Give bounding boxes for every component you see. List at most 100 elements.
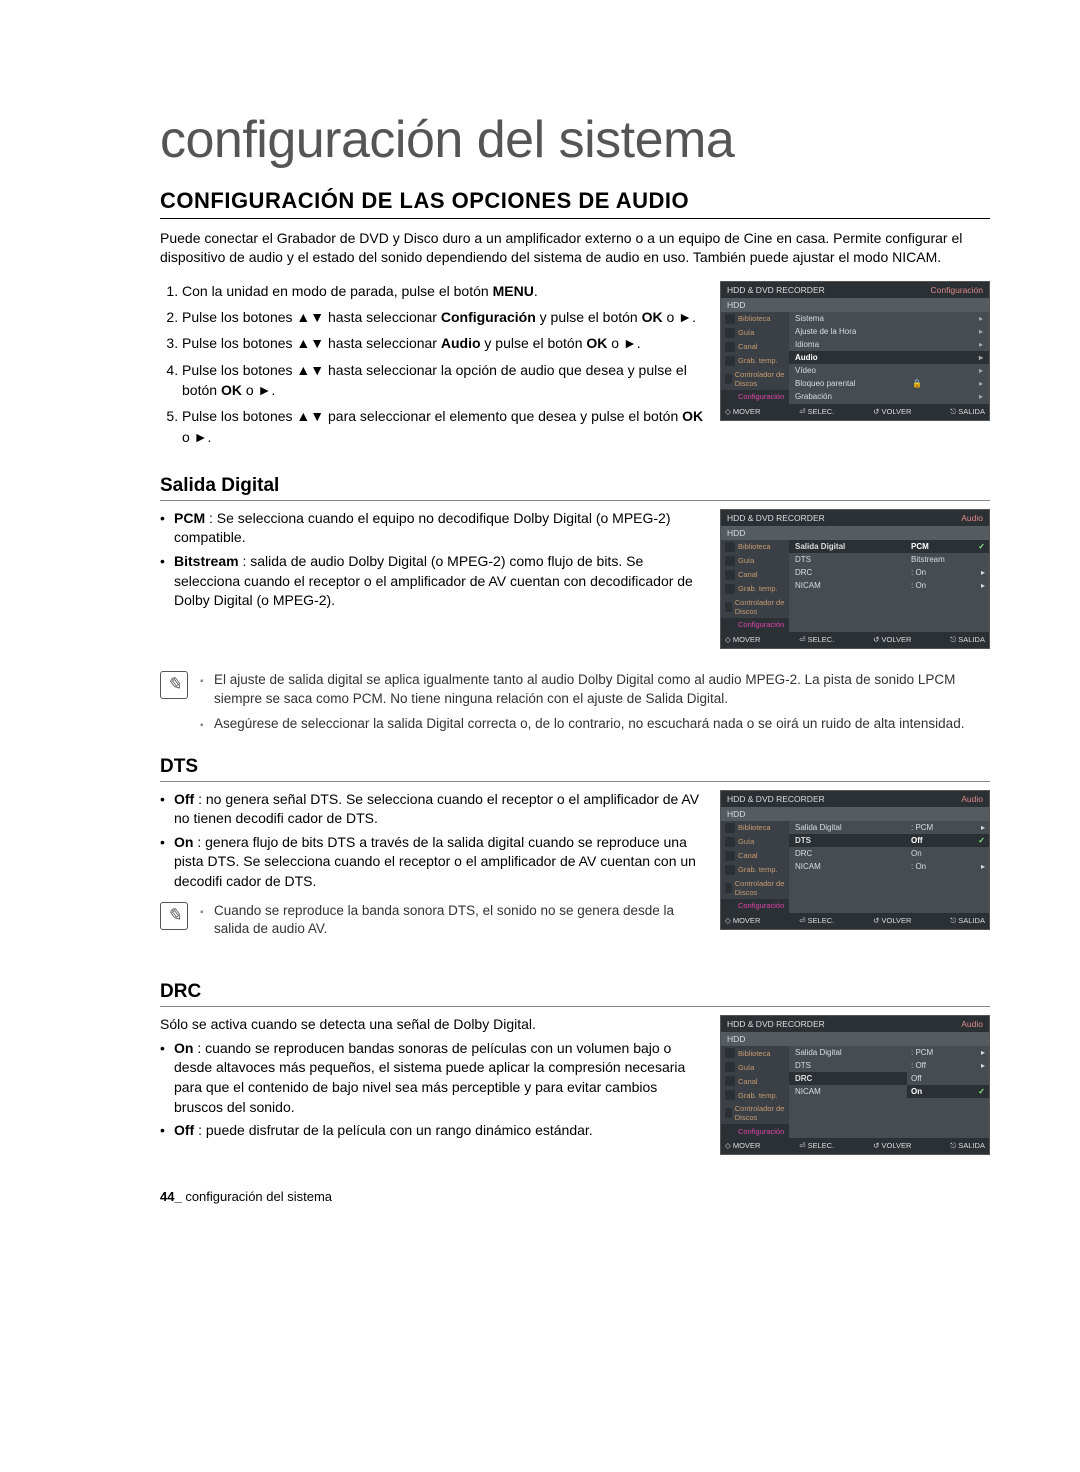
- guide-icon: [725, 328, 735, 338]
- osd-hint-volver: ↺ VOLVER: [873, 916, 911, 926]
- osd-opt-nicam: NICAM : On▸: [789, 860, 989, 873]
- val: : Off: [911, 1061, 926, 1070]
- chevron-right-icon: ▸: [979, 314, 983, 323]
- intro-text: Puede conectar el Grabador de DVD y Disc…: [160, 229, 990, 267]
- osd-menu-grabacion: Grabación ▸: [789, 390, 989, 403]
- bullet-drc-on: On : cuando se reproducen bandas sonoras…: [160, 1039, 704, 1117]
- label: Salida Digital: [789, 821, 907, 834]
- drc-text: Sólo se activa cuando se detecta una señ…: [160, 1015, 704, 1151]
- osd-corner-label: Audio: [961, 513, 983, 523]
- page-number: 44_: [160, 1189, 182, 1204]
- text-bold: OK: [586, 335, 607, 351]
- label: Configuración: [738, 901, 784, 910]
- osd-side-discos: Controlador de Discos: [721, 368, 789, 390]
- chevron-right-icon: ▸: [979, 379, 983, 388]
- label: DRC: [789, 1072, 907, 1085]
- step-2: Pulse los botones ▲▼ hasta seleccionar C…: [182, 307, 704, 327]
- text-bold: OK: [221, 382, 242, 398]
- text-bold: Audio: [441, 335, 481, 351]
- chevron-right-icon: ▸: [981, 568, 985, 577]
- label: NICAM: [789, 1085, 907, 1098]
- document-page: configuración del sistema CONFIGURACIÓN …: [0, 0, 1080, 1244]
- chevron-right-icon: ▸: [981, 581, 985, 590]
- gear-icon: [725, 1126, 735, 1136]
- label: Idioma: [795, 340, 819, 349]
- osd-hdd-label: HDD: [721, 1032, 989, 1046]
- label: Bloqueo parental: [795, 379, 856, 388]
- osd-sidebar: Biblioteca Guía Canal Grab. temp. Contro…: [721, 312, 789, 404]
- osd-side-biblioteca: Biblioteca: [721, 821, 789, 835]
- timer-rec-icon: [725, 1090, 735, 1100]
- label: Salida Digital: [789, 1046, 907, 1059]
- library-icon: [725, 823, 735, 833]
- label: Canal: [738, 342, 758, 351]
- osd-hint-salida: ⎋ SALIDA: [950, 916, 985, 926]
- salida-bullets: PCM : Se selecciona cuando el equipo no …: [160, 509, 704, 611]
- chevron-right-icon: ▸: [979, 366, 983, 375]
- val: Off: [911, 836, 923, 845]
- val: Bitstream: [911, 555, 945, 564]
- osd-hint-selec: ⏎ SELEC.: [799, 1141, 834, 1151]
- opt-on: On: [907, 847, 989, 860]
- note-list: Cuando se reproduce la banda sonora DTS,…: [200, 902, 704, 946]
- val: On: [911, 849, 922, 858]
- osd-hint-mover: ◇ MOVER: [725, 635, 760, 645]
- label: Guía: [738, 556, 754, 565]
- footer-text: configuración del sistema: [185, 1189, 332, 1204]
- label: Biblioteca: [738, 314, 771, 323]
- osd-hdd-label: HDD: [721, 526, 989, 540]
- osd-opt-salida: Salida Digital : PCM▸: [789, 1046, 989, 1059]
- note-icon: ✎: [160, 671, 188, 699]
- osd-hdd-label: HDD: [721, 298, 989, 312]
- osd-side-biblioteca: Biblioteca: [721, 312, 789, 326]
- osd-footer: ◇ MOVER ⏎ SELEC. ↺ VOLVER ⎋ SALIDA: [721, 404, 989, 420]
- osd-side-biblioteca: Biblioteca: [721, 1046, 789, 1060]
- timer-rec-icon: [725, 356, 735, 366]
- osd-side-canal: Canal: [721, 340, 789, 354]
- osd-side-guia: Guía: [721, 554, 789, 568]
- osd-opt-drc: DRC Off: [789, 1072, 989, 1085]
- osd-salida-screenshot: HDD & DVD RECORDER Audio HDD Biblioteca …: [720, 509, 990, 649]
- osd-side-canal: Canal: [721, 1074, 789, 1088]
- label: NICAM: [789, 860, 907, 873]
- osd-body: Biblioteca Guía Canal Grab. temp. Contro…: [721, 540, 989, 632]
- val: Off: [911, 1074, 922, 1083]
- label: Sistema: [795, 314, 824, 323]
- val: PCM: [911, 542, 929, 551]
- osd-hdd-label: HDD: [721, 807, 989, 821]
- guide-icon: [725, 556, 735, 566]
- label: Biblioteca: [738, 1049, 771, 1058]
- salida-note: ✎ El ajuste de salida digital se aplica …: [160, 671, 990, 740]
- osd-hint-volver: ↺ VOLVER: [873, 407, 911, 417]
- salida-row: PCM : Se selecciona cuando el equipo no …: [160, 509, 990, 649]
- channel-icon: [725, 570, 735, 580]
- osd-side-canal: Canal: [721, 568, 789, 582]
- osd-titlebar: HDD & DVD RECORDER Audio: [721, 791, 989, 807]
- osd-hint-salida: ⎋ SALIDA: [950, 407, 985, 417]
- osd-menu-audio: Audio▸: [789, 351, 989, 364]
- disc-icon: [725, 602, 732, 612]
- label: Configuración: [738, 1127, 784, 1136]
- osd-hint-volver: ↺ VOLVER: [873, 635, 911, 645]
- osd-corner-label: Audio: [961, 794, 983, 804]
- text: Pulse los botones ▲▼ para seleccionar el…: [182, 408, 682, 424]
- label: Configuración: [738, 392, 784, 401]
- bullet-pcm: PCM : Se selecciona cuando el equipo no …: [160, 509, 704, 548]
- text-bold: Off: [174, 1122, 194, 1138]
- osd-opt-drc: DRC : On▸: [789, 566, 989, 579]
- chevron-right-icon: ▸: [979, 392, 983, 401]
- osd-hint-selec: ⏎ SELEC.: [799, 916, 834, 926]
- salida-text: PCM : Se selecciona cuando el equipo no …: [160, 509, 704, 621]
- text: : salida de audio Dolby Digital (o MPEG-…: [174, 553, 693, 608]
- label: Canal: [738, 851, 758, 860]
- osd-corner-label: Audio: [961, 1019, 983, 1029]
- osd-titlebar: HDD & DVD RECORDER Configuración: [721, 282, 989, 298]
- osd-side-config: Configuración: [721, 618, 789, 632]
- check-icon: ✓: [978, 1087, 985, 1096]
- osd-side-canal: Canal: [721, 849, 789, 863]
- label: Canal: [738, 570, 758, 579]
- osd-titlebar: HDD & DVD RECORDER Audio: [721, 1016, 989, 1032]
- label: Controlador de Discos: [735, 598, 785, 616]
- label: Grabación: [795, 392, 832, 401]
- val: : On: [911, 568, 926, 577]
